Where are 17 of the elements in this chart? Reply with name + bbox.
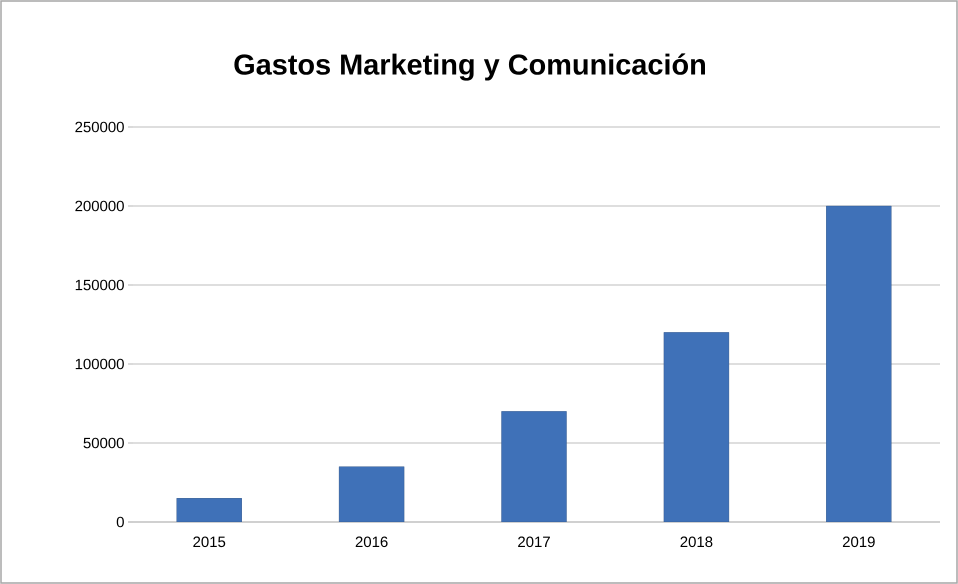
y-tick-label: 100000 [76,358,124,370]
bar [338,466,404,522]
y-tick-label: 150000 [76,280,124,290]
y-tick-label: 0 [116,516,124,528]
bar [826,206,892,522]
x-tick-label: 2018 [680,536,712,548]
x-tick-label: 2016 [356,536,388,548]
x-tick-label: 2015 [193,536,226,548]
x-tick-label: 2017 [518,536,550,548]
y-tick-label: 50000 [84,438,124,448]
bar [501,411,567,522]
chart-title: Gastos Marketing y Comunicación [234,53,705,81]
y-tick-label: 250000 [75,122,124,132]
x-tick-label: 2019 [842,536,875,548]
bar [176,498,242,522]
bar [664,332,730,522]
y-tick-label: 200000 [75,200,124,212]
